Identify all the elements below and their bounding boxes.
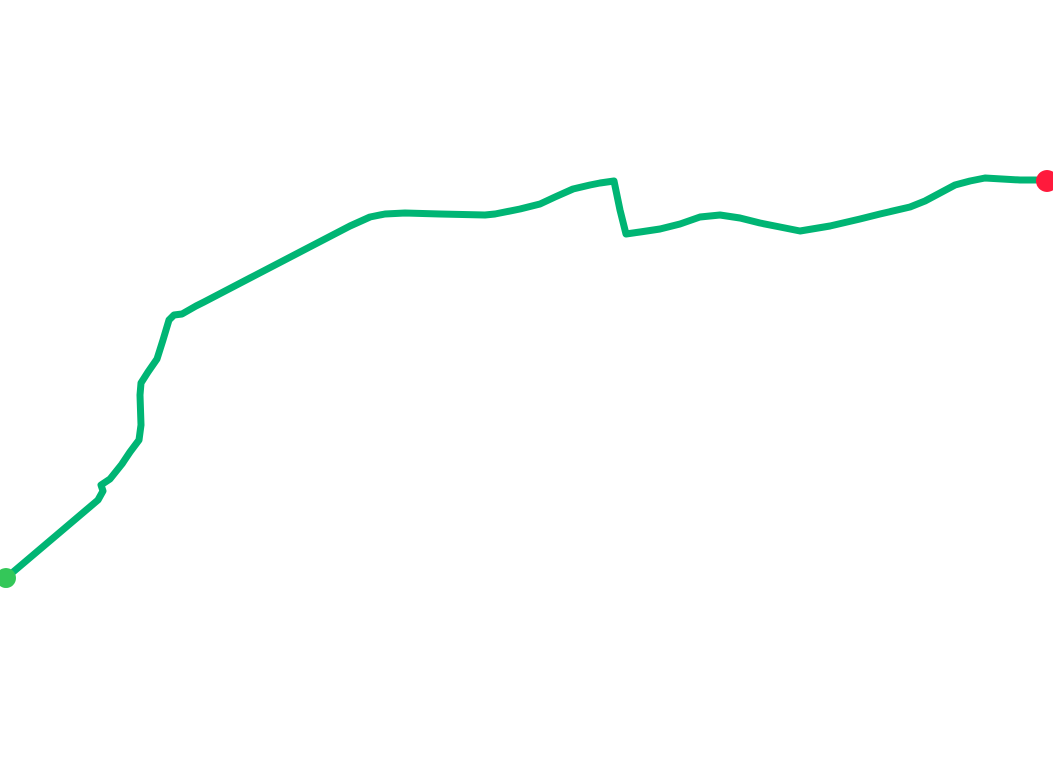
start-point-icon[interactable] <box>0 568 16 588</box>
end-point-icon[interactable] <box>1036 170 1053 192</box>
route-line <box>2 174 1051 582</box>
